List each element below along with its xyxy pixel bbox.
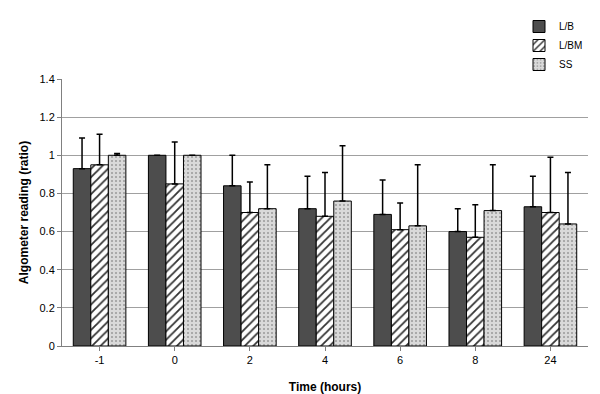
- svg-text:L/BM: L/BM: [559, 40, 582, 51]
- svg-text:0: 0: [49, 340, 55, 352]
- svg-text:0: 0: [172, 354, 178, 366]
- svg-text:0.6: 0.6: [40, 225, 55, 237]
- svg-text:0.4: 0.4: [40, 264, 55, 276]
- svg-text:Time (hours): Time (hours): [289, 380, 361, 394]
- svg-text:Algometer reading (ratio): Algometer reading (ratio): [17, 141, 31, 284]
- svg-text:8: 8: [472, 354, 478, 366]
- svg-text:SS: SS: [559, 59, 573, 70]
- svg-text:6: 6: [397, 354, 403, 366]
- svg-text:2: 2: [247, 354, 253, 366]
- svg-text:4: 4: [322, 354, 328, 366]
- svg-text:0.8: 0.8: [40, 187, 55, 199]
- svg-text:1.2: 1.2: [40, 111, 55, 123]
- svg-text:0.2: 0.2: [40, 302, 55, 314]
- svg-text:24: 24: [544, 354, 556, 366]
- svg-text:1: 1: [49, 149, 55, 161]
- svg-text:-1: -1: [95, 354, 105, 366]
- svg-text:1.4: 1.4: [40, 73, 55, 85]
- svg-text:L/B: L/B: [559, 21, 574, 32]
